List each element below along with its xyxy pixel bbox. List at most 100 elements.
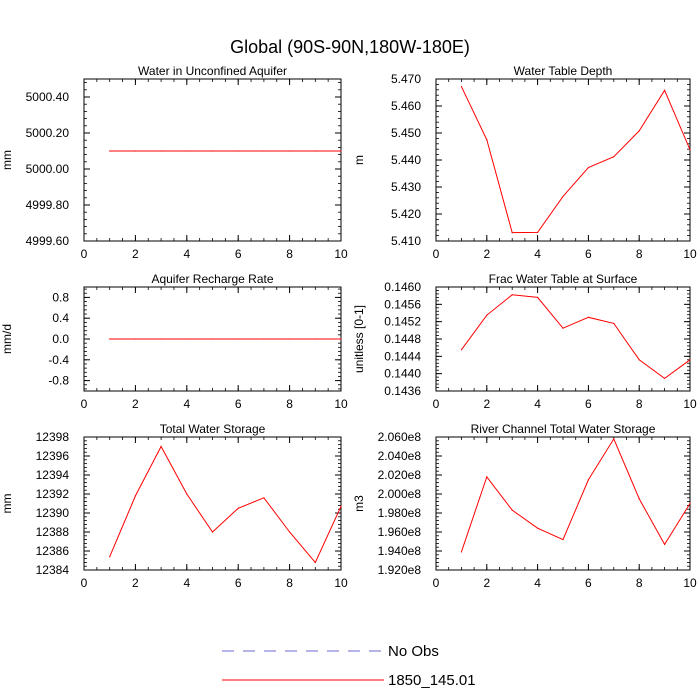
data-point <box>263 150 265 152</box>
data-point <box>638 498 640 500</box>
data-point <box>340 150 342 152</box>
x-tick-label: 10 <box>334 576 348 590</box>
y-axis-label: unitless [0-1] <box>352 305 366 373</box>
x-tick-label: 0 <box>433 576 440 590</box>
y-axis-label: m3 <box>352 495 366 512</box>
plot-frame <box>435 436 691 571</box>
x-tick-label: 4 <box>534 247 541 261</box>
y-tick-label: 0.1448 <box>384 332 421 346</box>
x-tick-label: 0 <box>81 397 88 411</box>
y-tick-label: 5.470 <box>391 72 421 86</box>
chart-panel: Water in Unconfined Aquifer mm 0 2 4 6 8 10 4999… <box>0 64 348 261</box>
chart-title: Water in Unconfined Aquifer <box>138 64 287 78</box>
x-tick-label: 10 <box>683 576 697 590</box>
x-tick-label: 0 <box>81 576 88 590</box>
data-point <box>314 561 316 564</box>
data-point <box>562 539 564 541</box>
data-point <box>109 338 111 340</box>
plot-frame <box>83 78 342 242</box>
x-tick-label: 8 <box>636 576 643 590</box>
y-tick-label: 12388 <box>36 525 70 539</box>
y-tick-label: 5000.20 <box>26 126 70 140</box>
data-point <box>689 359 691 361</box>
y-tick-label: 1.920e8 <box>378 563 422 577</box>
data-point <box>613 156 615 158</box>
x-tick-label: 0 <box>433 397 440 411</box>
y-tick-label: 4999.60 <box>26 234 70 248</box>
y-tick-label: 1.980e8 <box>378 506 422 520</box>
data-point <box>664 543 666 545</box>
y-tick-label: 0.1444 <box>384 349 421 363</box>
y-tick-label: 12394 <box>36 468 70 482</box>
x-tick-label: 0 <box>433 247 440 261</box>
y-tick-label: 12384 <box>36 563 70 577</box>
data-point <box>109 150 111 152</box>
x-tick-label: 8 <box>636 247 643 261</box>
y-tick-label: 5.460 <box>391 99 421 113</box>
data-point <box>160 445 162 448</box>
data-point <box>340 505 342 507</box>
data-point <box>562 195 564 198</box>
series-line <box>109 445 342 564</box>
chart-title: Aquifer Recharge Rate <box>151 272 273 286</box>
y-tick-label: 12386 <box>36 544 70 558</box>
chart-panel: Total Water Storage mm 0 2 4 6 8 10 12384 12386 12… <box>0 422 348 590</box>
y-tick-label: -0.8 <box>48 374 69 388</box>
y-tick-label: 12398 <box>36 430 70 444</box>
data-point <box>186 493 188 495</box>
data-point <box>664 89 666 91</box>
x-tick-label: 10 <box>683 247 697 261</box>
data-point <box>587 316 590 318</box>
y-tick-label: 2.040e8 <box>378 449 422 463</box>
legend: No Obs 1850_145.01 <box>222 643 476 689</box>
chart-panel: Water Table Depth m 0 2 4 6 8 10 5.410 5.420 5.430… <box>352 64 697 261</box>
data-point <box>638 130 640 132</box>
legend-label: No Obs <box>388 643 439 660</box>
data-point <box>486 139 488 141</box>
chart-title: Frac Water Table at Surface <box>489 272 638 286</box>
y-tick-label: 1.940e8 <box>378 544 422 558</box>
chart-panel: River Channel Total Water Storage m3 0 2 4 6 8… <box>352 422 697 590</box>
x-tick-label: 6 <box>235 397 242 411</box>
data-point <box>314 338 316 340</box>
data-point <box>537 296 539 298</box>
y-axis-label: mm <box>0 494 14 514</box>
x-tick-label: 8 <box>636 397 643 411</box>
data-point <box>587 166 590 169</box>
y-tick-label: 2.000e8 <box>378 487 422 501</box>
y-axis-label: m <box>352 155 366 165</box>
y-tick-label: 5000.00 <box>26 162 70 176</box>
data-point <box>460 85 462 88</box>
data-point <box>134 495 136 497</box>
series-line <box>460 86 691 234</box>
data-point <box>511 509 513 511</box>
data-point <box>537 231 539 233</box>
y-tick-label: 0.1440 <box>384 367 421 381</box>
x-tick-label: 10 <box>334 397 348 411</box>
y-tick-label: 0.1436 <box>384 384 421 398</box>
y-tick-label: 2.020e8 <box>378 468 422 482</box>
y-tick-label: -0.4 <box>48 353 69 367</box>
y-tick-label: 0.4 <box>52 311 69 325</box>
x-tick-label: 8 <box>286 576 293 590</box>
plot-frame <box>83 436 342 571</box>
data-point <box>587 479 590 481</box>
y-tick-label: 5.430 <box>391 180 421 194</box>
x-tick-label: 4 <box>534 397 541 411</box>
chart-panels: Water in Unconfined Aquifer mm 0 2 4 6 8 10 4999… <box>0 64 697 590</box>
x-tick-label: 8 <box>286 247 293 261</box>
data-point <box>460 349 462 351</box>
data-point <box>160 150 162 152</box>
x-tick-label: 2 <box>483 247 490 261</box>
y-tick-label: 5.410 <box>391 234 421 248</box>
data-point <box>486 314 488 316</box>
x-tick-label: 8 <box>286 397 293 411</box>
y-tick-label: 1.960e8 <box>378 525 422 539</box>
y-tick-label: 0.1452 <box>384 315 421 329</box>
data-point <box>237 507 239 509</box>
y-tick-label: 5000.40 <box>26 90 70 104</box>
chart-title: Water Table Depth <box>514 64 613 78</box>
y-axis-label: mm/d <box>0 324 14 354</box>
data-point <box>340 338 342 340</box>
